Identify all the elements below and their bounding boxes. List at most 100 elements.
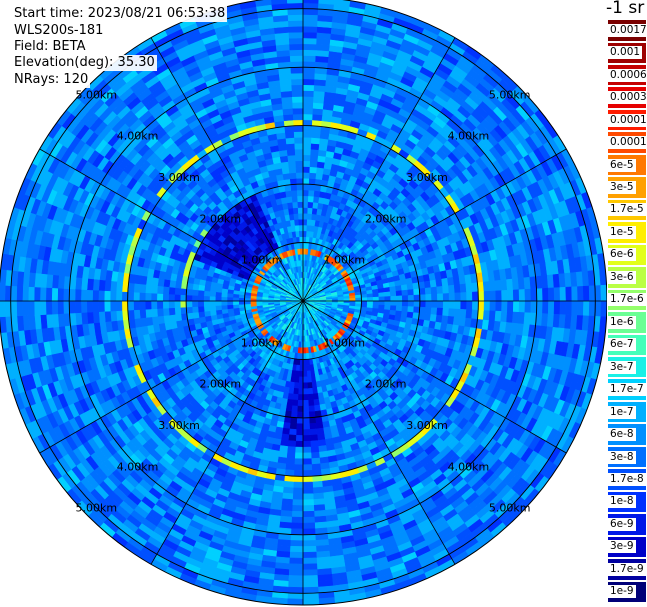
beta-cell [238, 303, 246, 308]
beta-cell [310, 451, 320, 459]
beta-cell [314, 73, 328, 81]
beta-cell [302, 551, 317, 559]
beta-cell [523, 276, 531, 290]
beta-cell [302, 189, 310, 197]
beta-cell [310, 440, 319, 448]
beta-cell [203, 310, 211, 317]
beta-cell [494, 310, 502, 323]
beta-cell [308, 405, 315, 413]
beta-cell [378, 296, 386, 302]
beta-cell [518, 289, 526, 302]
beta-cell [226, 300, 234, 306]
beta-cell [215, 305, 222, 311]
beta-cell [285, 463, 295, 471]
beta-cell [209, 300, 216, 307]
beta-cell [278, 521, 292, 529]
beta-cell [288, 563, 304, 571]
beta-cell [203, 305, 211, 312]
beta-cell [133, 291, 140, 302]
beta-cell [384, 296, 391, 302]
beta-cell [290, 411, 298, 419]
beta-cell [302, 183, 310, 191]
beta-cell [390, 295, 397, 302]
beta-cell [312, 480, 323, 489]
beta-cell [302, 72, 316, 80]
beta-cell [489, 300, 497, 312]
beta-cell [311, 137, 321, 145]
beta-cell [302, 84, 315, 92]
beta-cell [309, 160, 318, 168]
beta-cell [302, 125, 313, 132]
beta-cell [501, 290, 508, 302]
beta-cell [290, 534, 304, 541]
beta-cell [168, 307, 176, 316]
beta-cell [185, 300, 193, 308]
beta-cell [286, 598, 304, 606]
beta-cell [191, 294, 199, 302]
beta-cell [10, 285, 18, 302]
beta-cell [302, 545, 317, 553]
beta-cell [307, 399, 315, 407]
beta-cell [302, 394, 309, 401]
beta-cell [292, 481, 304, 489]
beta-cell [302, 505, 315, 512]
beta-cell [500, 311, 508, 323]
beta-cell [413, 300, 421, 308]
beta-cell [472, 291, 479, 302]
beta-cell [361, 297, 368, 302]
beta-cell [39, 286, 47, 302]
beta-cell [407, 294, 415, 302]
beta-cell [238, 300, 245, 305]
beta-cell [378, 300, 386, 306]
beta-cell [203, 290, 211, 297]
beta-cell [302, 435, 311, 442]
beta-cell [293, 464, 304, 471]
beta-cell [302, 236, 307, 243]
beta-cell [86, 300, 94, 313]
beta-cell [191, 300, 199, 308]
beta-cell [168, 286, 176, 295]
beta-cell [302, 131, 313, 138]
beta-cell [530, 288, 538, 302]
beta-cell [295, 435, 304, 442]
beta-cell [302, 224, 308, 232]
beta-cell [594, 300, 602, 317]
beta-cell [197, 289, 205, 297]
beta-cell [384, 300, 391, 306]
beta-cell [288, 575, 304, 582]
beta-cell [524, 288, 532, 302]
beta-cell [185, 294, 193, 302]
beta-cell [442, 285, 450, 294]
beta-cell [115, 281, 124, 292]
beta-cell [396, 295, 403, 302]
beta-cell [302, 207, 309, 214]
beta-cell [302, 563, 318, 571]
beta-cell [459, 283, 467, 293]
beta-cell [302, 470, 313, 477]
beta-cell [145, 284, 153, 294]
beta-cell [302, 230, 307, 238]
beta-cell [185, 306, 193, 314]
beta-cell [104, 310, 112, 323]
beta-cell [302, 201, 309, 208]
beta-cell [288, 434, 297, 442]
beta-cell [16, 285, 24, 302]
beta-cell [309, 172, 317, 180]
beta-cell [302, 31, 318, 39]
beta-cell [110, 310, 118, 322]
beta-cell [63, 300, 70, 314]
beta-cell [453, 308, 461, 318]
beta-cell [302, 376, 308, 384]
beta-cell [162, 307, 170, 316]
beta-cell [302, 359, 307, 366]
beta-cell [302, 540, 317, 547]
beta-cell [291, 510, 304, 518]
beta-cell [302, 388, 309, 395]
beta-cell [298, 382, 304, 389]
beta-cell [51, 300, 59, 315]
beta-cell [419, 287, 426, 296]
beta-cell [302, 493, 314, 501]
beta-cell [192, 311, 200, 319]
beta-cell [302, 25, 318, 33]
